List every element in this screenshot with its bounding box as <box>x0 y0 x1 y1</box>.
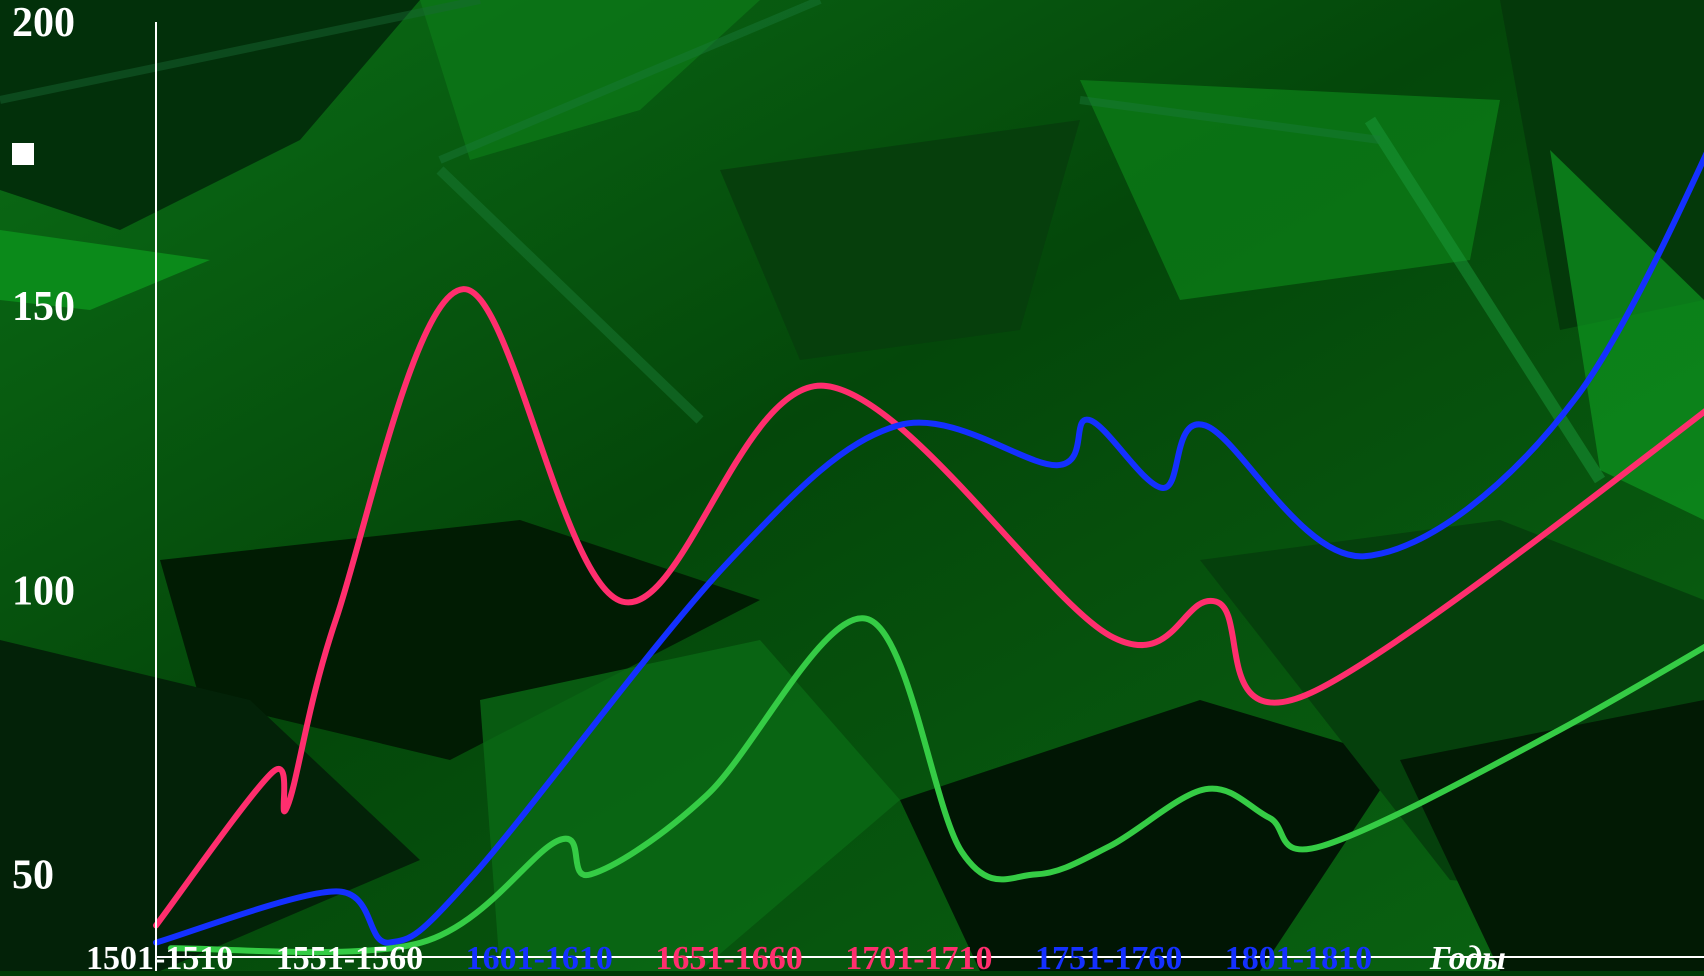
x-tick-label: 1601-1610 <box>466 940 613 971</box>
x-tick-label: 1801-1810 <box>1225 940 1372 971</box>
y-tick-label: 200 <box>12 0 75 46</box>
x-tick-label: 1751-1760 <box>1035 940 1182 971</box>
legend-square-marker <box>12 143 34 165</box>
series-line-3 <box>167 615 1704 956</box>
y-tick-label: 150 <box>12 284 75 330</box>
x-axis-title: Годы <box>1429 940 1506 971</box>
x-tick-label: 1501-1510 <box>86 940 233 971</box>
y-tick-label: 100 <box>12 568 75 614</box>
series-line-1 <box>153 286 1704 929</box>
x-tick-label: 1651-1660 <box>655 940 802 971</box>
x-tick-label: 1701-1710 <box>845 940 992 971</box>
x-tick-label: 1551-1560 <box>276 940 423 971</box>
y-tick-label: 50 <box>12 852 54 898</box>
series-line-2 <box>153 151 1704 946</box>
